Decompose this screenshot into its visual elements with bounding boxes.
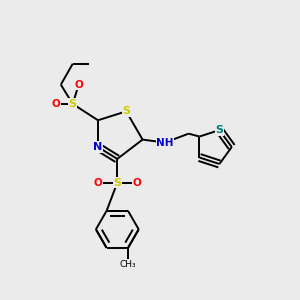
Text: NH: NH (156, 138, 174, 148)
Text: O: O (132, 178, 141, 188)
Text: S: S (215, 125, 223, 135)
Text: O: O (52, 99, 61, 109)
Text: O: O (94, 178, 102, 188)
Text: S: S (69, 99, 77, 109)
Text: N: N (93, 142, 103, 152)
Text: O: O (74, 80, 83, 90)
Text: S: S (122, 106, 130, 116)
Text: CH₃: CH₃ (120, 260, 136, 269)
Text: S: S (113, 178, 121, 188)
